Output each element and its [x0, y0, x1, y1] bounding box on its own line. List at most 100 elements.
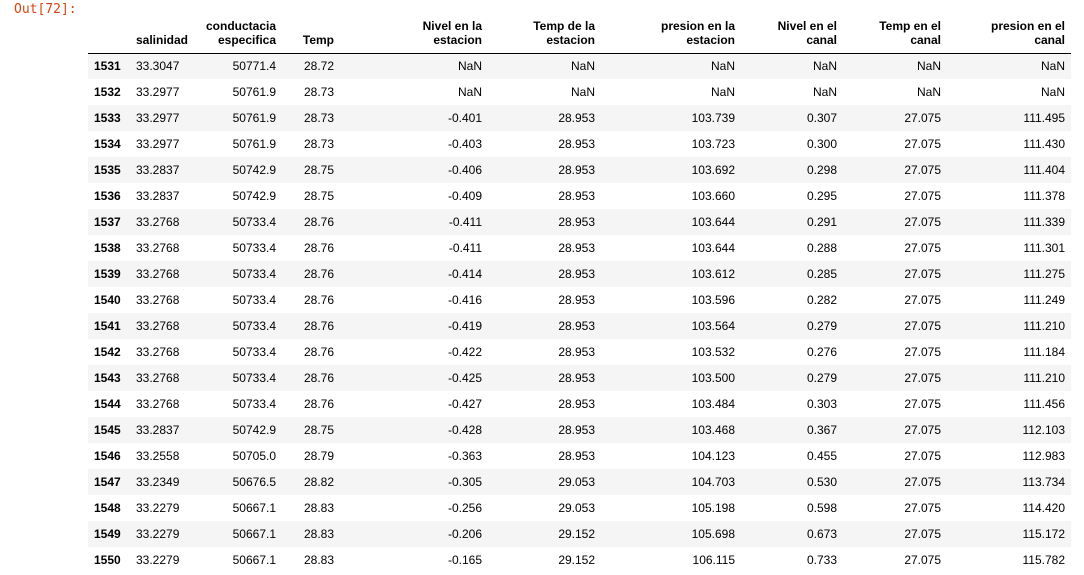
- row-index: 1541: [94, 319, 121, 333]
- table-cell: 33.2837: [136, 423, 180, 437]
- column-header-line2: estacion: [546, 32, 596, 47]
- table-cell: -0.363: [447, 449, 483, 463]
- table-cell: 50676.5: [232, 475, 277, 489]
- table-cell: 50667.1: [232, 527, 277, 541]
- column-header: Nivel en el canal: [741, 10, 844, 54]
- column-header-line1: Temp en el: [879, 18, 942, 33]
- table-cell: NaN: [813, 85, 838, 99]
- table-cell: 103.692: [691, 163, 736, 177]
- table-cell: 28.72: [303, 59, 335, 74]
- table-cell: 28.953: [558, 189, 596, 203]
- column-header-line1: Nivel en la: [422, 18, 483, 33]
- table-cell: -0.416: [447, 293, 483, 307]
- table-cell: 0.276: [806, 345, 838, 359]
- table-cell: 28.83: [303, 527, 335, 541]
- table-cell: 50733.4: [232, 319, 277, 333]
- table-cell: 111.378: [1023, 189, 1066, 203]
- table-row: 1548 33.2279 50667.1 28.83 -0.256 29.053 105.1…: [88, 495, 1072, 521]
- table-row: 1538 33.2768 50733.4 28.76 -0.411 28.953 103.6…: [88, 235, 1072, 261]
- table-cell: 33.2768: [136, 371, 180, 385]
- column-header: presion en la estacion: [601, 10, 742, 54]
- table-cell: 113.734: [1022, 475, 1066, 489]
- table-cell: 33.2768: [136, 215, 180, 229]
- table-cell: 28.953: [558, 163, 596, 177]
- table-cell: 27.075: [904, 293, 942, 307]
- column-header-line2: canal: [910, 32, 942, 47]
- table-cell: 27.075: [904, 475, 942, 489]
- table-cell: 33.2768: [136, 345, 180, 359]
- table-cell: -0.411: [448, 215, 483, 229]
- table-cell: 27.075: [904, 215, 942, 229]
- table-cell: 28.75: [303, 189, 335, 203]
- column-header-line1: presion en el: [990, 18, 1066, 33]
- table-cell: 111.495: [1023, 111, 1066, 125]
- row-index: 1535: [94, 163, 121, 177]
- table-cell: 28.76: [303, 267, 335, 281]
- table-cell: 0.598: [806, 501, 838, 515]
- column-header: Temp: [282, 10, 341, 54]
- table-cell: 111.249: [1023, 293, 1066, 307]
- table-cell: 0.673: [806, 527, 838, 541]
- column-header-line1: Nivel en el: [777, 18, 838, 33]
- table-cell: 33.2837: [136, 163, 180, 177]
- table-cell: 0.307: [806, 111, 838, 125]
- table-cell: 0.298: [806, 163, 838, 177]
- table-cell: 27.075: [904, 163, 942, 177]
- table-cell: 0.279: [806, 371, 838, 385]
- table-row: 1550 33.2279 50667.1 28.83 -0.165 29.152 106.1…: [88, 547, 1072, 573]
- table-cell: 111.456: [1023, 397, 1066, 411]
- table-cell: 28.79: [303, 449, 335, 463]
- table-cell: 50733.4: [232, 345, 277, 359]
- table-cell: 0.530: [806, 475, 838, 489]
- row-index: 1532: [94, 85, 121, 99]
- table-cell: 50761.9: [232, 85, 277, 99]
- table-cell: -0.428: [447, 423, 483, 437]
- table-cell: 0.300: [806, 137, 838, 151]
- table-cell: 33.2279: [136, 553, 180, 567]
- table-body: 1531 33.3047 50771.4 28.72 NaN NaN NaN NaN NaN Na…: [88, 53, 1072, 573]
- table-cell: 104.703: [691, 475, 736, 489]
- table-cell: 50761.9: [232, 137, 277, 151]
- table-cell: 105.198: [691, 501, 736, 515]
- table-cell: 28.953: [558, 137, 596, 151]
- table-cell: 50733.4: [232, 397, 277, 411]
- column-header-line2: estacion: [433, 32, 483, 47]
- table-cell: 103.596: [691, 293, 736, 307]
- table-cell: 103.468: [691, 423, 736, 437]
- table-cell: 103.723: [691, 137, 736, 151]
- table-cell: 111.210: [1023, 371, 1066, 385]
- table-cell: 0.295: [806, 189, 838, 203]
- row-index: 1542: [94, 345, 121, 359]
- row-index: 1546: [94, 449, 121, 463]
- table-cell: 28.83: [303, 553, 335, 567]
- column-header-line2: canal: [806, 32, 838, 47]
- table-cell: 33.2768: [136, 397, 180, 411]
- table-cell: 50761.9: [232, 111, 277, 125]
- table-cell: 114.420: [1022, 501, 1066, 515]
- table-cell: -0.401: [447, 111, 483, 125]
- row-index: 1548: [94, 501, 121, 515]
- table-cell: 29.053: [558, 501, 596, 515]
- table-row: 1541 33.2768 50733.4 28.76 -0.419 28.953 103.5…: [88, 313, 1072, 339]
- table-cell: 27.075: [904, 397, 942, 411]
- table-cell: 28.953: [558, 111, 596, 125]
- column-header-line2: canal: [1034, 32, 1066, 47]
- table-cell: 103.739: [691, 111, 736, 125]
- table-cell: NaN: [917, 85, 942, 99]
- table-cell: 27.075: [904, 189, 942, 203]
- row-index: 1543: [94, 371, 121, 385]
- table-row: 1537 33.2768 50733.4 28.76 -0.411 28.953 103.6…: [88, 209, 1072, 235]
- table-cell: 29.053: [558, 475, 596, 489]
- table-cell: -0.165: [447, 553, 483, 567]
- table-cell: 28.953: [558, 293, 596, 307]
- table-row: 1534 33.2977 50761.9 28.73 -0.403 28.953 103.7…: [88, 131, 1072, 157]
- table-cell: 50771.4: [232, 59, 277, 74]
- table-cell: NaN: [1041, 85, 1066, 99]
- table-cell: 111.339: [1023, 215, 1066, 229]
- table-cell: 29.152: [558, 553, 596, 567]
- column-header-line2: estacion: [686, 32, 736, 47]
- table-cell: 28.76: [303, 345, 335, 359]
- row-index: 1538: [94, 241, 121, 255]
- table-cell: 103.532: [691, 345, 736, 359]
- column-header: Nivel en la estacion: [340, 10, 489, 54]
